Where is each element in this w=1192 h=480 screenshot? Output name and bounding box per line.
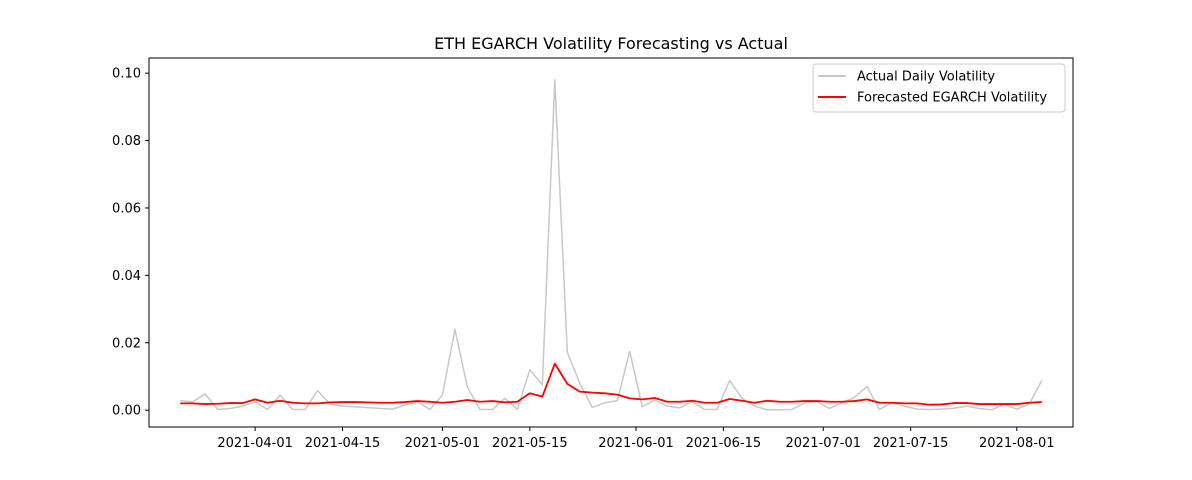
y-tick-label: 0.06: [112, 201, 141, 216]
y-tick-label: 0.10: [112, 67, 141, 82]
legend-label-forecast: Forecasted EGARCH Volatility: [857, 91, 1047, 106]
x-tick-label: 2021-05-15: [492, 436, 568, 451]
y-tick-label: 0.02: [112, 336, 141, 351]
x-tick-label: 2021-05-01: [405, 436, 481, 451]
y-axis: 0.00 0.02 0.04 0.06 0.08 0.10: [112, 67, 149, 419]
y-tick-label: 0.08: [112, 134, 141, 149]
x-tick-label: 2021-04-15: [305, 436, 381, 451]
x-tick-label: 2021-07-01: [785, 436, 861, 451]
legend-label-actual: Actual Daily Volatility: [857, 70, 995, 85]
x-tick-label: 2021-06-01: [598, 436, 674, 451]
plot-frame: [148, 57, 1074, 428]
legend-box: [812, 63, 1066, 113]
y-tick-label: 0.04: [112, 269, 141, 284]
x-tick-label: 2021-06-15: [686, 436, 762, 451]
x-axis: 2021-04-01 2021-04-15 2021-05-01 2021-05-15…: [217, 427, 1055, 451]
plot-lines: [180, 79, 1043, 411]
x-tick-label: 2021-04-01: [217, 436, 293, 451]
chart-title: ETH EGARCH Volatility Forecasting vs Act…: [434, 34, 788, 53]
forecast-volatility-line: [180, 362, 1042, 406]
actual-volatility-line: [180, 79, 1043, 411]
legend: Actual Daily Volatility Forecasted EGARC…: [812, 63, 1066, 113]
y-tick-label: 0.00: [112, 404, 141, 419]
x-tick-label: 2021-08-01: [979, 436, 1055, 451]
x-tick-label: 2021-07-15: [873, 436, 949, 451]
